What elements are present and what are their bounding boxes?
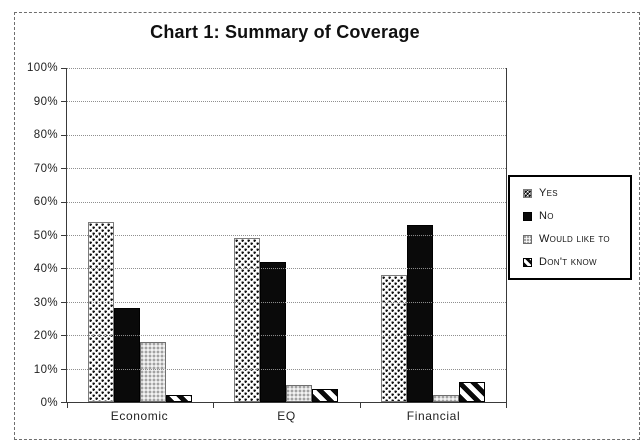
legend-label-don-t-know: Don't know [539,256,597,268]
bar-group-financial [380,68,485,402]
y-tick-50 [61,235,67,236]
bar-group-economic [88,68,193,402]
y-tick-80 [61,134,67,136]
bar-no-economic [114,308,141,402]
category-slot-financial [360,68,506,402]
gridline-80 [67,134,506,136]
gridline-10 [67,368,506,370]
bar-don-t-know-economic [166,395,193,402]
bar-would-like-to-eq [286,385,313,402]
category-slot-economic [67,68,213,402]
plot-area [61,68,507,408]
bar-would-like-to-economic [140,341,167,402]
bar-yes-financial [380,275,407,402]
y-tick-0 [61,402,67,403]
legend-item-don-t-know: Don't know [523,256,626,268]
legend-label-yes: Yes [539,187,558,199]
y-tick-30 [61,301,67,303]
bar-don-t-know-eq [312,388,339,402]
x-tick-1 [213,402,215,408]
y-tick-40 [61,268,67,270]
x-tick-3 [506,402,507,408]
x-tick-label-financial: Financial [406,409,461,423]
legend-swatch-don-t-know-icon [523,257,532,267]
gridline-50 [67,235,506,236]
gridline-100 [67,68,506,69]
y-tick-70 [61,168,67,170]
legend-item-yes: Yes [523,187,626,199]
y-tick-10 [61,368,67,370]
x-tick-label-economic: Economic [110,409,169,423]
gridline-90 [67,101,506,103]
y-axis-labels: 0% 10% 20% 30% 40% 50% 60% 70% 80% 90% 100% [0,62,60,409]
x-tick-0 [67,402,68,408]
gridline-20 [67,335,506,337]
y-tick-label-10: 10% [33,363,58,376]
bar-don-t-know-financial [458,381,485,402]
legend: Yes No Would like to Don't know [508,175,632,280]
gridline-60 [67,201,506,203]
legend-label-no: No [539,210,554,222]
bar-would-like-to-financial [432,395,459,402]
legend-swatch-yes-icon [523,188,532,198]
legend-item-no: No [523,210,626,222]
chart-title: Chart 1: Summary of Coverage [150,22,420,42]
y-tick-20 [61,335,67,337]
gridline-30 [67,301,506,303]
y-tick-label-60: 60% [33,196,58,208]
y-tick-label-40: 40% [33,263,58,275]
category-slot-eq [213,68,359,402]
legend-label-would-like-to: Would like to [539,233,610,245]
gridline-40 [67,268,506,270]
y-tick-60 [61,201,67,203]
legend-swatch-would-like-to-icon [523,234,532,244]
bar-yes-eq [234,238,261,402]
y-tick-label-80: 80% [33,129,58,141]
y-tick-label-30: 30% [33,296,58,309]
y-tick-100 [61,68,67,69]
gridline-70 [67,168,506,170]
x-tick-2 [359,402,361,408]
bar-no-eq [260,261,287,402]
x-axis-labels: Economic EQ Financial [66,409,507,423]
legend-item-would-like-to: Would like to [523,233,626,245]
legend-swatch-no-icon [523,211,532,221]
y-tick-90 [61,101,67,103]
y-tick-label-20: 20% [33,330,58,342]
y-tick-label-100: 100% [26,62,58,74]
y-tick-label-50: 50% [33,229,58,242]
x-tick-label-eq: EQ [277,409,296,423]
bars-layer [67,68,506,402]
y-tick-label-0: 0% [40,397,58,409]
y-tick-label-90: 90% [33,95,58,108]
y-tick-label-70: 70% [33,162,58,175]
bar-yes-economic [88,221,115,402]
bar-no-financial [406,224,433,402]
bar-group-eq [234,68,339,402]
